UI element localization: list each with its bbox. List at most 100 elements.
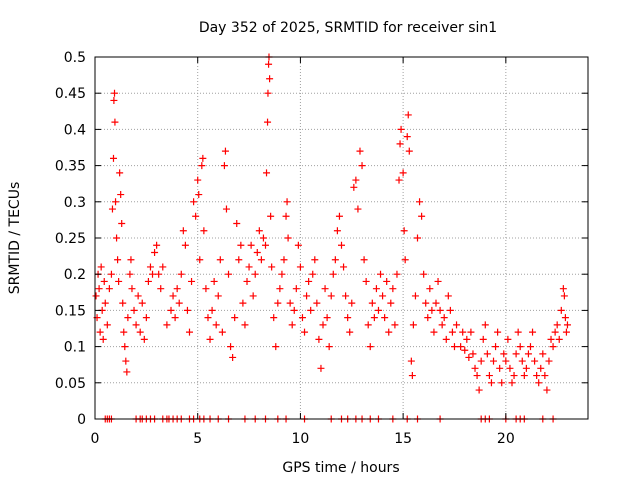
data-point bbox=[146, 263, 154, 271]
data-point bbox=[364, 321, 372, 329]
data-point bbox=[212, 321, 220, 329]
data-point bbox=[255, 227, 263, 235]
data-point bbox=[117, 191, 125, 199]
data-point bbox=[111, 118, 119, 126]
x-tick-label: 15 bbox=[394, 431, 412, 447]
data-point bbox=[325, 343, 333, 351]
y-tick-label: 0.4 bbox=[64, 122, 86, 138]
data-point bbox=[340, 263, 348, 271]
data-point bbox=[121, 343, 129, 351]
data-point bbox=[163, 321, 171, 329]
data-point bbox=[348, 299, 356, 307]
data-point bbox=[296, 263, 304, 271]
data-point bbox=[313, 299, 321, 307]
data-point bbox=[204, 314, 212, 322]
data-point bbox=[327, 292, 335, 300]
data-point bbox=[409, 321, 417, 329]
data-point bbox=[457, 343, 465, 351]
data-point bbox=[385, 328, 393, 336]
data-point bbox=[422, 299, 430, 307]
data-point bbox=[107, 270, 115, 278]
data-point bbox=[399, 169, 407, 177]
data-point bbox=[387, 299, 395, 307]
data-point bbox=[477, 357, 485, 365]
data-point bbox=[239, 299, 247, 307]
data-point bbox=[516, 343, 524, 351]
data-point bbox=[290, 306, 298, 314]
data-point bbox=[245, 263, 253, 271]
data-point bbox=[237, 241, 245, 249]
data-point bbox=[436, 306, 444, 314]
data-point bbox=[549, 343, 557, 351]
data-points bbox=[92, 53, 571, 423]
data-point bbox=[344, 314, 352, 322]
y-tick-label: 0.35 bbox=[55, 159, 86, 175]
y-tick-label: 0.5 bbox=[64, 50, 86, 66]
data-point bbox=[531, 357, 539, 365]
data-point bbox=[494, 328, 502, 336]
data-point bbox=[183, 306, 191, 314]
data-point bbox=[400, 227, 408, 235]
data-point bbox=[235, 256, 243, 264]
data-point bbox=[195, 191, 203, 199]
data-point bbox=[265, 60, 273, 68]
data-point bbox=[453, 321, 461, 329]
x-tick-label: 5 bbox=[193, 431, 202, 447]
data-point bbox=[496, 364, 504, 372]
data-point bbox=[537, 364, 545, 372]
data-point bbox=[526, 343, 534, 351]
data-point bbox=[124, 314, 132, 322]
data-point bbox=[126, 270, 134, 278]
data-point bbox=[175, 299, 183, 307]
data-point bbox=[192, 212, 200, 220]
data-point bbox=[243, 277, 251, 285]
data-point bbox=[119, 299, 127, 307]
data-point bbox=[395, 176, 403, 184]
y-tick-label: 0.2 bbox=[64, 267, 86, 283]
data-point bbox=[100, 277, 108, 285]
data-point bbox=[218, 328, 226, 336]
data-point bbox=[303, 292, 311, 300]
data-point bbox=[272, 343, 280, 351]
data-point bbox=[128, 285, 136, 293]
data-point bbox=[159, 263, 167, 271]
data-point bbox=[233, 220, 241, 228]
data-point bbox=[381, 314, 389, 322]
data-point bbox=[301, 328, 309, 336]
data-point bbox=[459, 328, 467, 336]
data-point bbox=[424, 314, 432, 322]
data-point bbox=[560, 292, 568, 300]
data-point bbox=[267, 212, 275, 220]
data-point bbox=[317, 364, 325, 372]
data-point bbox=[136, 328, 144, 336]
data-point bbox=[101, 299, 109, 307]
data-point bbox=[360, 256, 368, 264]
data-point bbox=[405, 147, 413, 155]
data-point bbox=[379, 292, 387, 300]
data-point bbox=[551, 328, 559, 336]
data-point bbox=[298, 314, 306, 322]
data-point bbox=[518, 357, 526, 365]
data-point bbox=[142, 314, 150, 322]
data-point bbox=[283, 198, 291, 206]
data-point bbox=[350, 183, 358, 191]
data-point bbox=[96, 328, 104, 336]
data-point bbox=[416, 198, 424, 206]
data-point bbox=[442, 335, 450, 343]
data-point bbox=[557, 306, 565, 314]
data-point bbox=[520, 372, 528, 380]
data-point bbox=[220, 162, 228, 170]
data-point bbox=[370, 314, 378, 322]
data-point bbox=[512, 350, 520, 358]
data-point bbox=[389, 285, 397, 293]
data-point bbox=[319, 321, 327, 329]
data-point bbox=[120, 328, 128, 336]
data-point bbox=[294, 241, 302, 249]
data-point bbox=[179, 227, 187, 235]
data-point bbox=[99, 335, 107, 343]
data-point bbox=[151, 248, 159, 256]
data-point bbox=[231, 314, 239, 322]
data-point bbox=[543, 386, 551, 394]
data-point bbox=[315, 335, 323, 343]
data-point bbox=[514, 328, 522, 336]
